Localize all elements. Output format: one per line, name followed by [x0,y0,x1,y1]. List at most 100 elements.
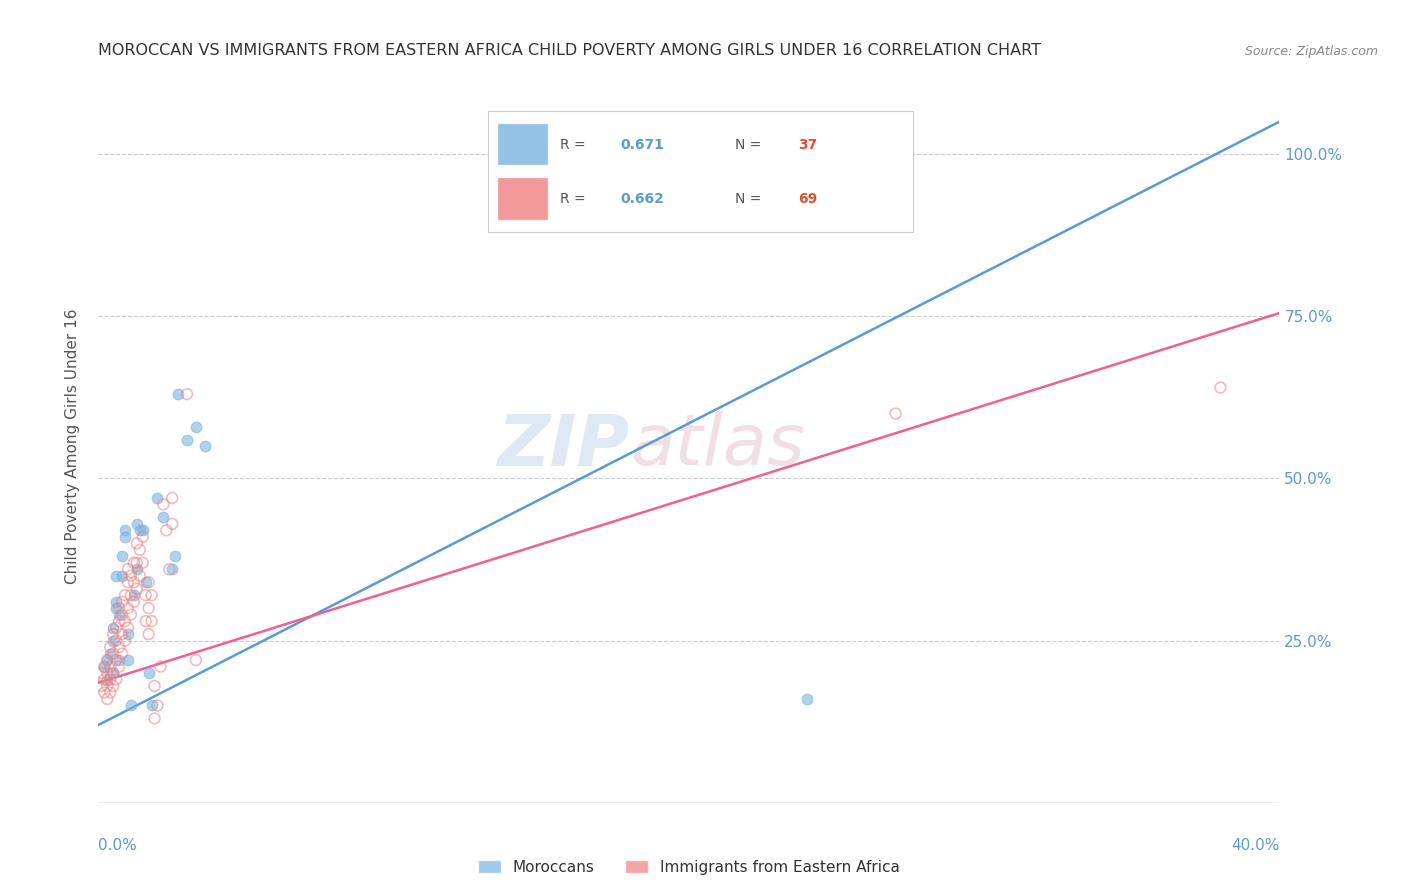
Point [114,530,136,544]
Point [176,433,198,447]
Point [122,556,145,570]
Point [105,601,128,615]
Point [884,407,907,421]
Point [125,536,148,550]
Point [184,653,207,667]
Point [108,614,131,628]
Point [111,549,134,564]
Point [105,568,128,582]
Point [103,679,125,693]
Point [98,640,121,654]
Point [117,621,139,635]
Point [98,673,121,687]
Point [135,588,157,602]
Point [96,679,118,693]
Point [128,524,150,538]
Point [108,607,131,622]
Point [96,666,118,681]
Point [120,588,142,602]
Point [111,607,134,622]
Point [114,588,136,602]
Point [162,491,183,505]
Point [120,607,142,622]
Point [105,595,128,609]
Point [93,673,115,687]
Point [138,575,160,590]
Point [132,556,155,570]
Point [128,542,150,557]
Point [146,491,169,505]
Text: Source: ZipAtlas.com: Source: ZipAtlas.com [1244,45,1378,58]
Point [108,640,131,654]
Point [105,653,128,667]
Point [96,692,118,706]
Point [132,524,155,538]
Point [96,673,118,687]
Point [90,679,112,693]
Point [98,647,121,661]
Point [122,575,145,590]
Point [122,588,145,602]
Point [96,653,118,667]
Point [132,530,155,544]
Y-axis label: Child Poverty Among Girls Under 16: Child Poverty Among Girls Under 16 [65,309,80,583]
Point [103,647,125,661]
Point [149,659,172,673]
Point [125,562,148,576]
Point [98,685,121,699]
Point [103,666,125,681]
Text: 0.0%: 0.0% [98,838,138,854]
Point [1209,381,1232,395]
Point [103,633,125,648]
Point [117,627,139,641]
Point [135,575,157,590]
Point [138,601,160,615]
Point [678,147,700,161]
Point [165,549,187,564]
Point [114,614,136,628]
Point [117,575,139,590]
Point [108,659,131,673]
Point [108,601,131,615]
Point [152,510,174,524]
Point [98,659,121,673]
Point [105,621,128,635]
Point [125,516,148,531]
Point [114,633,136,648]
Point [117,562,139,576]
Point [125,556,148,570]
Point [141,698,163,713]
Point [96,653,118,667]
Point [108,653,131,667]
Text: atlas: atlas [630,411,804,481]
Point [162,516,183,531]
Point [796,692,818,706]
Point [184,419,207,434]
Point [135,614,157,628]
Point [125,582,148,596]
Point [114,524,136,538]
Point [167,387,190,401]
Point [111,568,134,582]
Point [120,698,142,713]
Text: MOROCCAN VS IMMIGRANTS FROM EASTERN AFRICA CHILD POVERTY AMONG GIRLS UNDER 16 CO: MOROCCAN VS IMMIGRANTS FROM EASTERN AFRI… [98,43,1042,58]
Point [176,387,198,401]
Point [90,666,112,681]
Point [152,497,174,511]
Point [157,562,180,576]
Point [194,439,217,453]
Point [103,621,125,635]
Point [103,666,125,681]
Point [117,653,139,667]
Point [93,659,115,673]
Text: ZIP: ZIP [498,411,630,481]
Point [162,562,183,576]
Legend: Moroccans, Immigrants from Eastern Africa: Moroccans, Immigrants from Eastern Afric… [471,854,907,880]
Point [93,659,115,673]
Point [93,685,115,699]
Point [111,647,134,661]
Point [122,595,145,609]
Point [146,698,169,713]
Point [155,524,177,538]
Text: 40.0%: 40.0% [1232,838,1279,854]
